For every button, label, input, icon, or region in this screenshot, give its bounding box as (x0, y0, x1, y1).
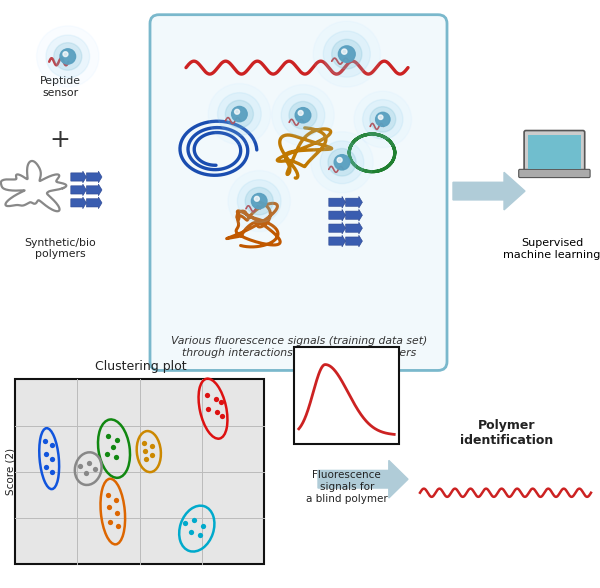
FancyBboxPatch shape (15, 379, 264, 564)
FancyArrow shape (329, 209, 346, 221)
Circle shape (298, 111, 303, 115)
Text: +: + (50, 128, 70, 152)
Circle shape (54, 43, 82, 70)
FancyBboxPatch shape (524, 131, 585, 172)
Polygon shape (318, 460, 408, 498)
FancyArrow shape (329, 196, 346, 208)
Text: Supervised
machine learning: Supervised machine learning (503, 238, 600, 260)
FancyArrow shape (346, 222, 362, 234)
FancyArrow shape (329, 235, 346, 247)
Circle shape (362, 99, 403, 139)
Circle shape (63, 52, 68, 56)
Text: Synthetic/bio
polymers: Synthetic/bio polymers (24, 238, 96, 259)
Circle shape (281, 94, 325, 136)
Circle shape (337, 158, 342, 162)
FancyArrow shape (71, 184, 86, 196)
Text: Polymer
identification: Polymer identification (460, 419, 554, 447)
Circle shape (60, 49, 76, 64)
Circle shape (311, 132, 373, 193)
Circle shape (341, 49, 347, 54)
Circle shape (254, 196, 259, 201)
Circle shape (320, 141, 364, 183)
Text: Peptide
sensor: Peptide sensor (40, 76, 80, 98)
Circle shape (328, 149, 356, 176)
Circle shape (46, 35, 89, 78)
Circle shape (37, 26, 99, 87)
Text: Clustering plot: Clustering plot (95, 360, 187, 373)
FancyArrow shape (346, 209, 362, 221)
Circle shape (334, 155, 350, 170)
Text: Various fluorescence signals (training data set)
through interactions with vario: Various fluorescence signals (training d… (170, 336, 427, 358)
Circle shape (272, 85, 334, 146)
Circle shape (218, 93, 261, 135)
Text: Fluorescence
signals for
a blind polymer: Fluorescence signals for a blind polymer (306, 470, 388, 503)
Circle shape (332, 39, 362, 69)
FancyArrow shape (86, 171, 102, 183)
Polygon shape (453, 172, 525, 210)
FancyBboxPatch shape (529, 135, 581, 169)
Circle shape (251, 193, 267, 209)
Circle shape (354, 91, 412, 148)
Circle shape (232, 106, 247, 122)
FancyArrow shape (329, 222, 346, 234)
Circle shape (323, 31, 370, 77)
Circle shape (238, 180, 281, 222)
FancyArrow shape (71, 197, 86, 209)
Circle shape (370, 106, 396, 132)
FancyBboxPatch shape (150, 15, 447, 370)
FancyBboxPatch shape (294, 347, 399, 444)
Circle shape (376, 112, 390, 126)
Circle shape (235, 109, 239, 114)
Circle shape (295, 108, 311, 123)
Circle shape (338, 46, 355, 62)
Text: Score (2): Score (2) (6, 448, 16, 495)
Circle shape (226, 101, 253, 128)
Circle shape (228, 171, 290, 232)
FancyArrow shape (71, 171, 86, 183)
Circle shape (289, 102, 317, 129)
Circle shape (379, 115, 383, 119)
Circle shape (313, 21, 380, 87)
FancyArrow shape (346, 196, 362, 208)
Circle shape (208, 83, 271, 145)
FancyArrow shape (86, 184, 102, 196)
FancyBboxPatch shape (519, 169, 590, 178)
FancyArrow shape (86, 197, 102, 209)
Circle shape (245, 188, 273, 215)
FancyArrow shape (346, 235, 362, 247)
